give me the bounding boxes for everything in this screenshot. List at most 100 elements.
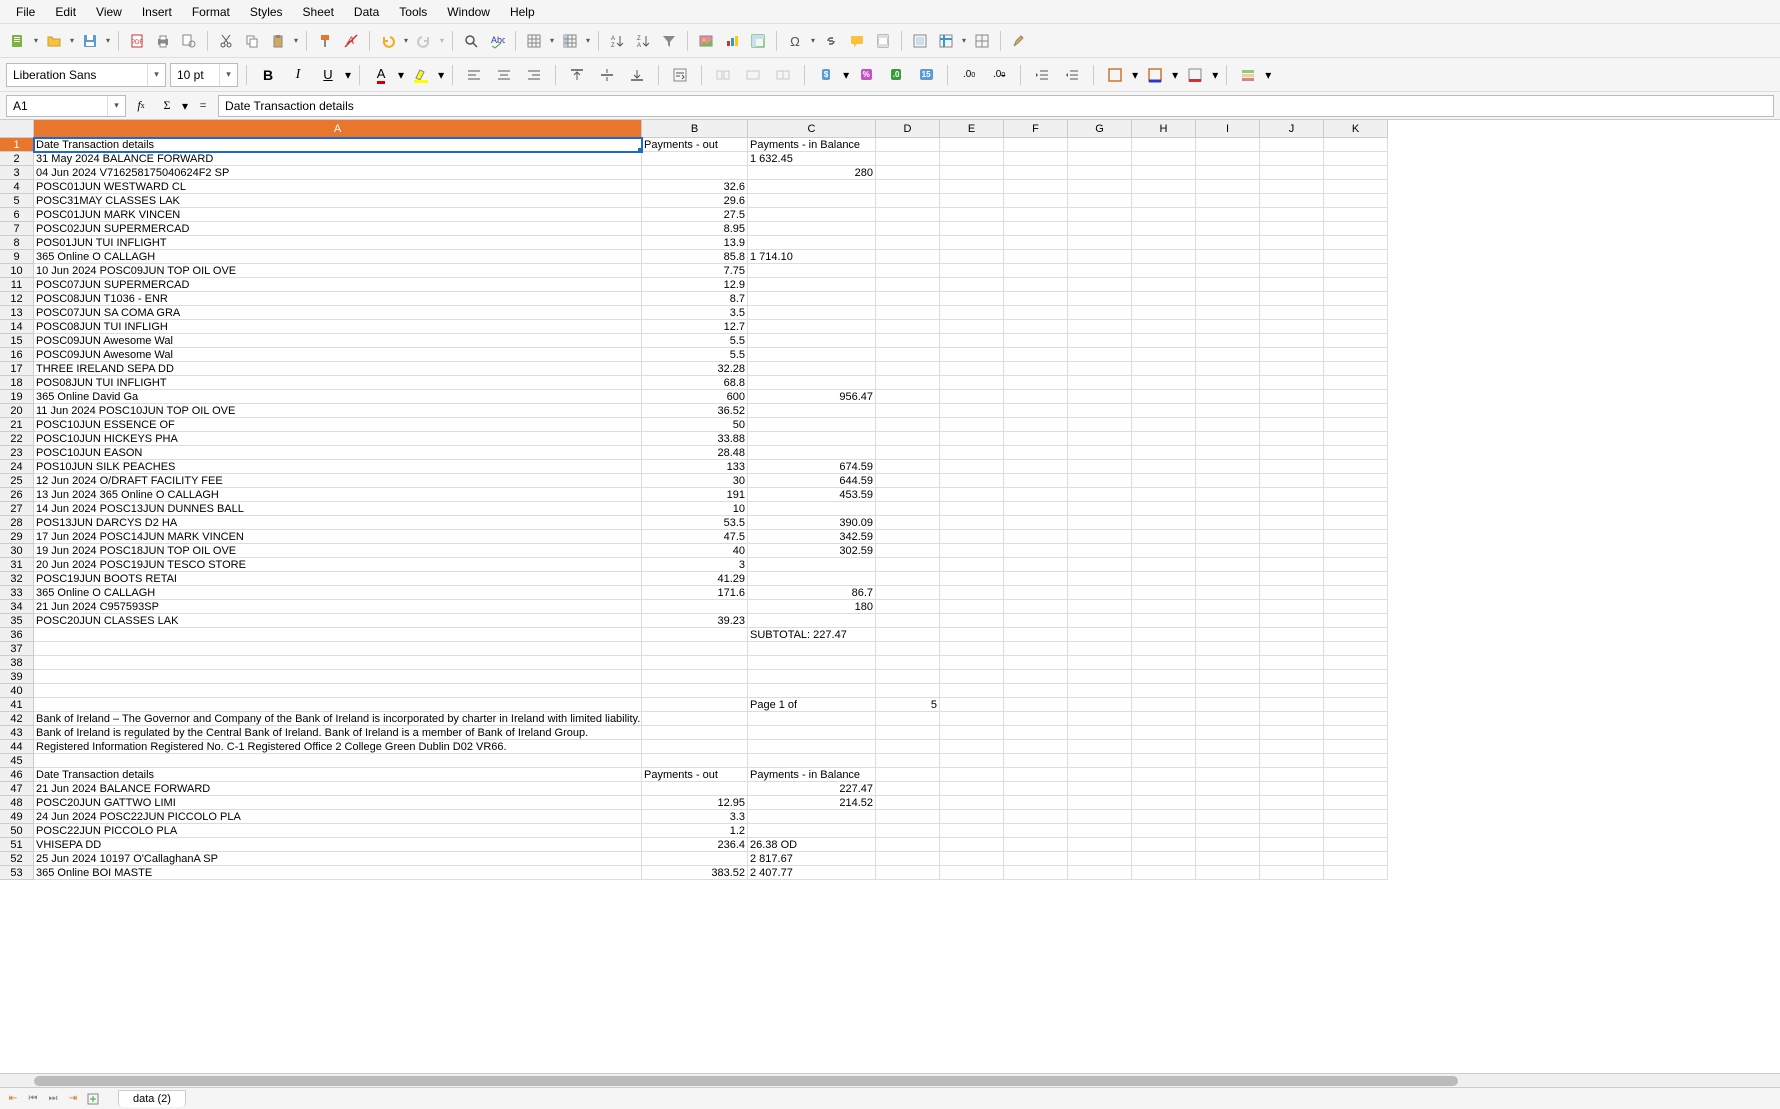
cell[interactable] [1004, 348, 1068, 362]
cell[interactable] [1260, 572, 1324, 586]
row-header[interactable]: 26 [0, 488, 34, 502]
cell[interactable] [1196, 320, 1260, 334]
cell[interactable] [642, 782, 748, 796]
cell[interactable] [748, 292, 876, 306]
cell[interactable] [1324, 180, 1388, 194]
row-header[interactable]: 34 [0, 600, 34, 614]
cell[interactable] [1260, 278, 1324, 292]
open-button[interactable] [42, 29, 66, 53]
cell[interactable] [1196, 516, 1260, 530]
cell[interactable] [940, 768, 1004, 782]
cell[interactable] [748, 810, 876, 824]
cell[interactable] [1324, 334, 1388, 348]
cell[interactable] [1324, 740, 1388, 754]
cell[interactable] [642, 712, 748, 726]
cell[interactable] [1260, 474, 1324, 488]
cell[interactable]: 36.52 [642, 404, 748, 418]
cell[interactable]: Date Transaction details [34, 768, 642, 782]
cell[interactable] [1068, 530, 1132, 544]
merge-button[interactable] [710, 63, 736, 87]
cell[interactable] [1132, 698, 1196, 712]
cell[interactable]: POSC09JUN Awesome Wal [34, 334, 642, 348]
cell[interactable]: POSC10JUN ESSENCE OF [34, 418, 642, 432]
cell[interactable] [1004, 656, 1068, 670]
cell[interactable] [876, 320, 940, 334]
highlight-dropdown[interactable]: ▾ [438, 68, 444, 82]
cell[interactable] [748, 348, 876, 362]
cell[interactable] [1260, 796, 1324, 810]
cell[interactable] [1068, 572, 1132, 586]
cell[interactable] [642, 754, 748, 768]
cell[interactable] [1068, 628, 1132, 642]
tab-add-icon[interactable] [84, 1091, 102, 1107]
cell[interactable]: 50 [642, 418, 748, 432]
cell[interactable] [642, 852, 748, 866]
save-button[interactable] [78, 29, 102, 53]
cell[interactable] [1324, 712, 1388, 726]
cell[interactable] [876, 558, 940, 572]
cell[interactable] [1196, 824, 1260, 838]
cell[interactable] [1132, 264, 1196, 278]
cell[interactable]: 32.28 [642, 362, 748, 376]
cell[interactable] [1068, 292, 1132, 306]
cell[interactable] [1132, 824, 1196, 838]
cell[interactable] [940, 740, 1004, 754]
cell[interactable] [1004, 376, 1068, 390]
bold-button[interactable]: B [255, 63, 281, 87]
cell[interactable] [748, 502, 876, 516]
cell[interactable] [1068, 152, 1132, 166]
tab-next-icon[interactable]: ⏭ [44, 1091, 62, 1107]
cell[interactable] [1004, 208, 1068, 222]
cell[interactable] [1068, 516, 1132, 530]
cell[interactable] [876, 166, 940, 180]
row-header[interactable]: 48 [0, 796, 34, 810]
menu-insert[interactable]: Insert [132, 2, 182, 22]
cell[interactable] [1004, 446, 1068, 460]
cell[interactable] [1324, 446, 1388, 460]
row-header[interactable]: 27 [0, 502, 34, 516]
cell[interactable] [876, 208, 940, 222]
cell[interactable] [1324, 698, 1388, 712]
cell[interactable]: 214.52 [748, 796, 876, 810]
cell[interactable] [940, 180, 1004, 194]
cell[interactable] [748, 642, 876, 656]
cell[interactable] [876, 852, 940, 866]
cell[interactable] [1196, 530, 1260, 544]
cell[interactable] [1196, 474, 1260, 488]
cell[interactable]: 53.5 [642, 516, 748, 530]
cell[interactable] [34, 670, 642, 684]
comment-button[interactable] [845, 29, 869, 53]
cell[interactable]: POSC08JUN TUI INFLIGH [34, 320, 642, 334]
cell[interactable] [1068, 754, 1132, 768]
cell[interactable]: 12.9 [642, 278, 748, 292]
new-dropdown[interactable]: ▾ [32, 36, 40, 45]
cell[interactable] [1324, 642, 1388, 656]
cell[interactable] [1324, 460, 1388, 474]
cell[interactable]: 25 Jun 2024 10197 O'CallaghanA SP [34, 852, 642, 866]
cell[interactable] [1004, 362, 1068, 376]
cell[interactable] [1260, 516, 1324, 530]
cell[interactable] [1196, 180, 1260, 194]
borders-dropdown[interactable]: ▾ [1132, 68, 1138, 82]
cell[interactable] [1132, 432, 1196, 446]
cell[interactable] [1068, 852, 1132, 866]
cell[interactable] [876, 614, 940, 628]
row-header[interactable]: 1 [0, 138, 34, 152]
cell[interactable] [940, 292, 1004, 306]
cell[interactable] [748, 824, 876, 838]
cell[interactable] [1196, 278, 1260, 292]
cell[interactable] [1068, 138, 1132, 152]
cell[interactable]: 32.6 [642, 180, 748, 194]
cell[interactable] [1260, 684, 1324, 698]
font-color-dropdown[interactable]: ▾ [398, 68, 404, 82]
cell[interactable] [1004, 390, 1068, 404]
cell[interactable] [940, 460, 1004, 474]
cell[interactable] [940, 418, 1004, 432]
cell[interactable] [1196, 502, 1260, 516]
cell[interactable] [1068, 264, 1132, 278]
row-header[interactable]: 9 [0, 250, 34, 264]
row-header[interactable]: 40 [0, 684, 34, 698]
cell[interactable] [1004, 782, 1068, 796]
row-header[interactable]: 20 [0, 404, 34, 418]
cell[interactable] [1004, 320, 1068, 334]
